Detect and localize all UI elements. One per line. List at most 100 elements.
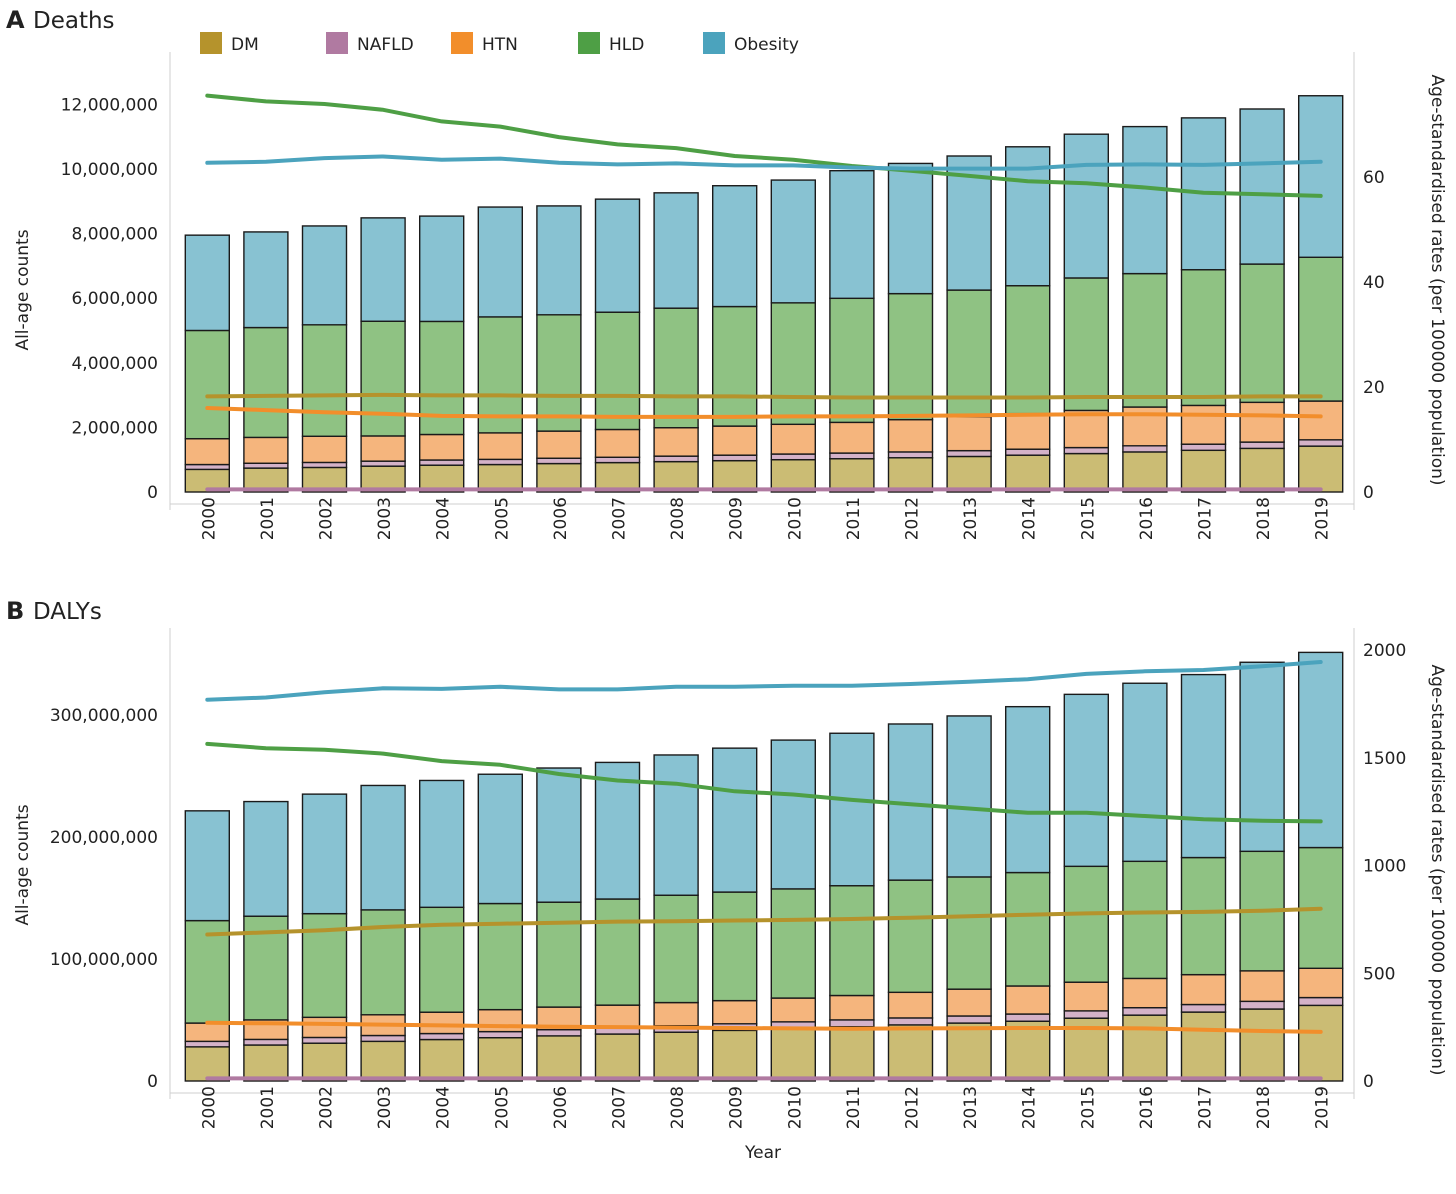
y-tick-label: 0 [147, 1072, 158, 1092]
bar-nafld [360, 1034, 406, 1043]
x-tick-label: 2009 [727, 497, 747, 540]
x-axis-title: Year [744, 1143, 781, 1163]
chart-panel-b: B DALYs 0 100,000,000 200,000,000 300,000,000… [6, 597, 1447, 1163]
bar-htn [1005, 985, 1051, 1015]
bar-obesity [712, 747, 758, 893]
bar-nafld [184, 463, 231, 471]
bar-htn [653, 427, 699, 457]
y2-tick-label: 0 [1363, 1072, 1374, 1092]
bar-htn [1122, 977, 1168, 1009]
legend-swatch [451, 32, 473, 54]
bar-htn [770, 423, 816, 455]
bar-nafld [1005, 1013, 1051, 1022]
bar-htn [477, 432, 523, 461]
bar-stack [712, 747, 758, 1082]
bar-hld [1005, 285, 1051, 415]
bar-hld [301, 324, 348, 437]
bar-nafld [477, 1030, 523, 1039]
bar-htn [770, 997, 816, 1023]
bar-htn [1005, 412, 1051, 450]
bar-obesity [1063, 133, 1110, 279]
x-tick-label: 2016 [1137, 1086, 1157, 1129]
bar-htn [1239, 401, 1285, 443]
bar-dm [1122, 1014, 1168, 1082]
x-tick-label: 2017 [1196, 1086, 1216, 1129]
bar-hld [1063, 277, 1110, 412]
panel-letter: B [6, 597, 24, 625]
bar-dm [419, 1038, 465, 1082]
bar-hld [1180, 269, 1227, 407]
bar-stack [184, 810, 231, 1082]
y2-tick-label: 40 [1363, 273, 1385, 293]
bar-hld [829, 885, 875, 997]
y-tick-label: 0 [147, 483, 158, 503]
bar-obesity [419, 215, 465, 323]
bar-htn [594, 1004, 641, 1029]
bar-htn [301, 435, 348, 464]
x-tick-label: 2002 [317, 497, 337, 540]
bar-obesity [946, 715, 992, 878]
y-tick-label: 2,000,000 [71, 418, 158, 438]
bar-nafld [712, 454, 758, 462]
bar-dm [653, 1031, 699, 1082]
y2-tick-label: 60 [1363, 168, 1385, 188]
bar-htn [419, 433, 465, 461]
bar-obesity [1063, 693, 1110, 868]
bar-hld [887, 879, 934, 994]
bar-dm [1180, 1011, 1227, 1082]
bar-dm [712, 1029, 758, 1082]
y-tick-label: 200,000,000 [50, 828, 158, 848]
bar-stack [1063, 693, 1110, 1082]
y-tick-label: 10,000,000 [61, 160, 158, 180]
bar-hld [477, 316, 523, 434]
bar-htn [829, 421, 875, 454]
bar-nafld [1180, 443, 1227, 452]
bar-obesity [653, 192, 699, 309]
line-htn [205, 1020, 1323, 1034]
bar-nafld [1122, 445, 1168, 453]
x-tick-label: 2014 [1020, 497, 1040, 540]
bar-dm [770, 1027, 816, 1082]
line-dm [205, 906, 1323, 937]
bar-nafld [594, 456, 641, 464]
panel-letter: A [6, 6, 25, 34]
bar-stack [419, 779, 465, 1082]
bar-hld [712, 891, 758, 1002]
bar-obesity [829, 169, 875, 300]
x-tick-label: 2003 [375, 1086, 395, 1129]
bar-hld [887, 292, 934, 421]
bar-dm [1297, 1004, 1344, 1082]
bar-stack [1005, 705, 1051, 1082]
legend-label: DM [231, 35, 259, 55]
bar-obesity [477, 206, 523, 318]
bar-obesity [829, 732, 875, 887]
y2-tick-label: 20 [1363, 378, 1385, 398]
bar-nafld [829, 1019, 875, 1028]
bar-htn [184, 437, 231, 466]
bar-stack [1297, 651, 1344, 1082]
legend-swatch [578, 32, 600, 54]
bar-stack [1063, 133, 1110, 493]
x-tick-label: 2011 [844, 497, 864, 540]
bar-nafld [829, 452, 875, 460]
bar-dm [770, 458, 816, 493]
y2-tick-label: 1000 [1363, 857, 1406, 877]
bar-hld [1239, 263, 1285, 404]
bar-obesity [360, 784, 406, 911]
y-tick-label: 8,000,000 [71, 225, 158, 245]
y2-axis-title: Age-standardised rates (per 100000 popul… [1427, 664, 1447, 1075]
x-tick-label: 2007 [610, 497, 630, 540]
bar-stack [829, 169, 875, 493]
x-tick-label: 2012 [903, 497, 923, 540]
bar-hld [1297, 256, 1344, 402]
bar-nafld [184, 1040, 231, 1048]
x-tick-label: 2013 [961, 1086, 981, 1129]
bar-stack [946, 155, 992, 493]
y2-tick-label: 1500 [1363, 749, 1406, 769]
bar-stack [1180, 673, 1227, 1082]
bar-htn [887, 418, 934, 453]
bar-htn [184, 1022, 231, 1043]
line-hld [205, 93, 1323, 198]
x-tick-label: 2015 [1078, 497, 1098, 540]
